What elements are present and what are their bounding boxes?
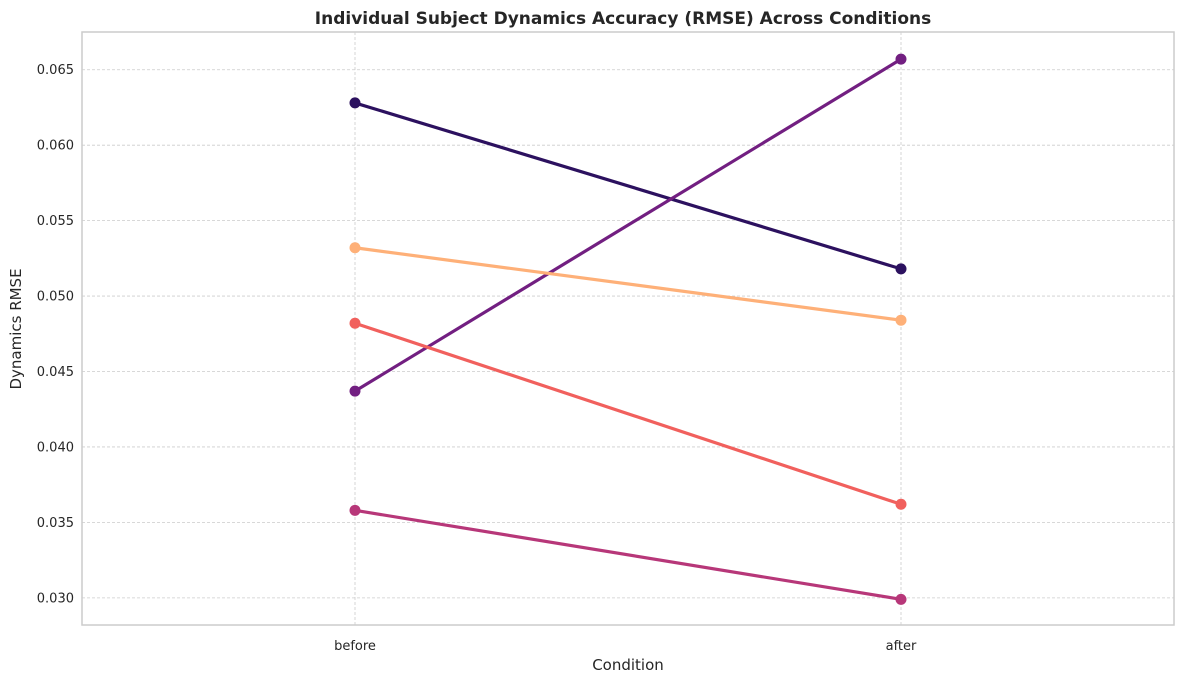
y-tick-label: 0.055 <box>37 214 74 229</box>
series-line <box>353 101 903 271</box>
data-point <box>895 53 907 65</box>
y-axis-label: Dynamics RMSE <box>7 268 25 389</box>
data-point <box>895 498 907 510</box>
data-point <box>895 314 907 326</box>
series-points <box>349 53 907 605</box>
series-line <box>353 508 903 601</box>
y-tick-label: 0.050 <box>37 290 74 305</box>
data-point <box>349 385 361 397</box>
chart-title: Individual Subject Dynamics Accuracy (RM… <box>315 9 931 29</box>
y-tick-label: 0.030 <box>37 591 74 606</box>
x-axis-label: Condition <box>592 656 664 674</box>
grid <box>82 32 1174 625</box>
y-tick-labels: 0.030 0.035 0.040 0.045 0.050 0.055 0.060 0.065 <box>37 63 74 606</box>
y-tick-label: 0.065 <box>37 63 74 78</box>
data-point <box>895 593 907 605</box>
data-point <box>349 242 361 254</box>
series-line <box>353 57 903 393</box>
data-point <box>349 317 361 329</box>
data-point <box>895 263 907 275</box>
x-tick-label: after <box>886 639 917 654</box>
y-tick-label: 0.035 <box>37 516 74 531</box>
x-tick-labels: before after <box>334 639 917 654</box>
data-point <box>349 97 361 109</box>
series-line <box>353 321 903 506</box>
data-point <box>349 504 361 516</box>
y-tick-label: 0.060 <box>37 139 74 154</box>
y-tick-label: 0.040 <box>37 440 74 455</box>
x-tick-label: before <box>334 639 376 654</box>
series-line <box>353 246 903 322</box>
y-tick-label: 0.045 <box>37 365 74 380</box>
series-lines <box>353 57 903 601</box>
plot-frame <box>81 31 1175 626</box>
